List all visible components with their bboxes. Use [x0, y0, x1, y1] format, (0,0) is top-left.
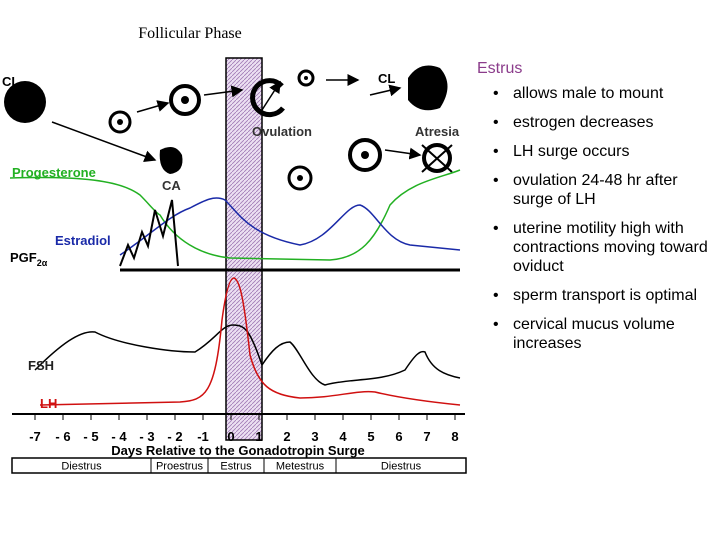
bullet: LH surge occurs — [477, 142, 713, 161]
phase-frame — [11, 457, 467, 474]
day-label: 4 — [339, 429, 347, 444]
axis-title: Days Relative to the Gonadotropin Surge — [111, 443, 365, 458]
day-axis: -7 - 6 - 5 - 4 - 3 - 2 -1 0 1 2 3 4 5 6 7 8 — [29, 414, 459, 444]
bullet-list: allows male to mount estrogen decreases LH… — [477, 84, 717, 353]
day-label: -1 — [197, 429, 209, 444]
bullet: estrogen decreases — [477, 113, 713, 132]
phase-label: Diestrus — [61, 461, 102, 473]
phase-label: Metestrus — [276, 461, 325, 473]
label: CL — [2, 74, 19, 89]
label: FSH — [28, 358, 54, 373]
day-label: 5 — [367, 429, 374, 444]
day-label: -7 — [29, 429, 41, 444]
label: Ovulation — [252, 124, 312, 139]
notes: Estrus allows male to mount estrogen decr… — [477, 60, 717, 363]
label: CA — [162, 178, 181, 193]
bullet: uterine motility high with contractions … — [477, 219, 713, 276]
diagram: Follicular Phase CL CL Ovulation Atresia… — [2, 25, 467, 474]
label: CL — [378, 71, 395, 86]
day-label: 3 — [311, 429, 318, 444]
phase-label: Proestrus — [156, 461, 204, 473]
day-label: 7 — [423, 429, 430, 444]
bullet: ovulation 24-48 hr after surge of LH — [477, 171, 713, 209]
progesterone-curve — [9, 169, 461, 261]
notes-heading: Estrus — [477, 60, 523, 77]
lh-curve — [39, 277, 461, 406]
label: Estradiol — [55, 233, 111, 248]
label: LH — [40, 396, 57, 411]
day-label: - 2 — [167, 429, 182, 444]
bullet: sperm transport is optimal — [477, 286, 713, 305]
label: Atresia — [415, 124, 460, 139]
label: Progesterone — [12, 165, 96, 180]
phase-label: Estrus — [220, 461, 252, 473]
day-label: - 6 — [55, 429, 70, 444]
estradiol-curve — [119, 197, 461, 256]
follicles — [4, 65, 453, 191]
fsh-curve — [34, 324, 461, 386]
day-label: - 3 — [139, 429, 154, 444]
day-label: 8 — [451, 429, 458, 444]
day-label: 6 — [395, 429, 402, 444]
phase-label: Diestrus — [381, 461, 422, 473]
phase-bar: Diestrus Proestrus Estrus Metestrus Diestrus — [11, 457, 467, 474]
ca-curve — [119, 199, 179, 267]
bullet: allows male to mount — [477, 84, 713, 103]
label: 2α — [37, 258, 48, 268]
label: PGF — [10, 250, 37, 265]
day-label: 0 — [227, 429, 234, 444]
estrus-band — [225, 57, 263, 441]
bullet: cervical mucus volume increases — [477, 315, 713, 353]
day-label: 2 — [283, 429, 290, 444]
day-label: 1 — [255, 429, 262, 444]
label: PGF2α — [10, 250, 48, 268]
day-label: - 4 — [111, 429, 127, 444]
title: Follicular Phase — [138, 25, 242, 42]
day-label: - 5 — [83, 429, 98, 444]
